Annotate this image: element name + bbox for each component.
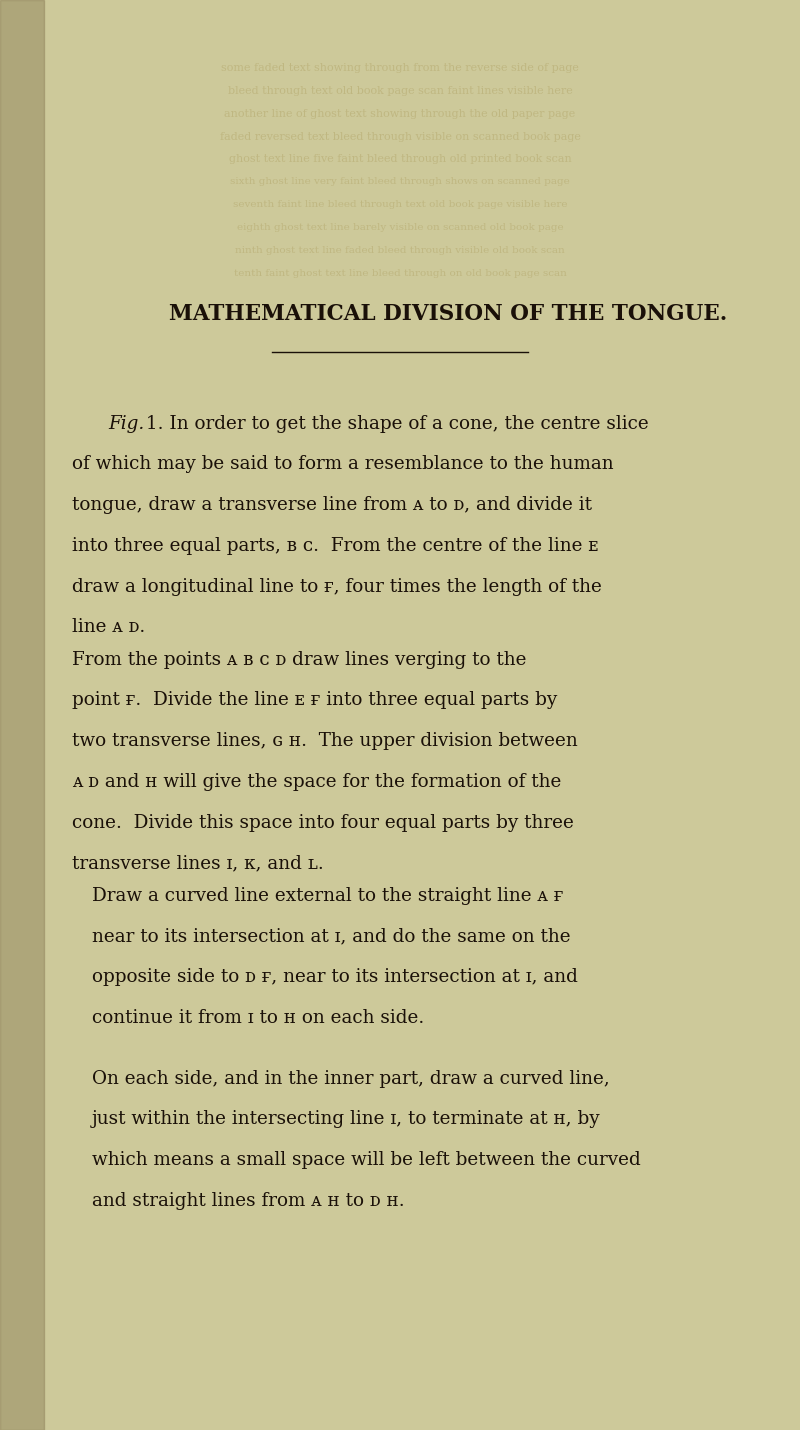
- Text: near to its intersection at ɪ, and do the same on the: near to its intersection at ɪ, and do th…: [92, 928, 570, 945]
- Text: into three equal parts, ʙ ᴄ.  From the centre of the line ᴇ: into three equal parts, ʙ ᴄ. From the ce…: [72, 538, 598, 555]
- Text: two transverse lines, ɢ ʜ.  The upper division between: two transverse lines, ɢ ʜ. The upper div…: [72, 732, 578, 751]
- Text: ᴀ ᴅ and ʜ will give the space for the formation of the: ᴀ ᴅ and ʜ will give the space for the fo…: [72, 772, 562, 791]
- Text: draw a longitudinal line to ғ, four times the length of the: draw a longitudinal line to ғ, four time…: [72, 578, 602, 596]
- Text: tongue, draw a transverse line from ᴀ to ᴅ, and divide it: tongue, draw a transverse line from ᴀ to…: [72, 496, 592, 515]
- Text: tenth faint ghost text line bleed through on old book page scan: tenth faint ghost text line bleed throug…: [234, 269, 566, 277]
- Text: eighth ghost text line barely visible on scanned old book page: eighth ghost text line barely visible on…: [237, 223, 563, 232]
- Text: 1. In order to get the shape of a cone, the centre slice: 1. In order to get the shape of a cone, …: [146, 415, 649, 433]
- Text: ninth ghost text line faded bleed through visible old book scan: ninth ghost text line faded bleed throug…: [235, 246, 565, 255]
- Text: transverse lines ɪ, ᴋ, and ʟ.: transverse lines ɪ, ᴋ, and ʟ.: [72, 854, 324, 872]
- Text: Draw a curved line external to the straight line ᴀ ғ: Draw a curved line external to the strai…: [92, 887, 563, 905]
- Text: MATHEMATICAL DIVISION OF THE TONGUE.: MATHEMATICAL DIVISION OF THE TONGUE.: [169, 303, 727, 325]
- Text: of which may be said to form a resemblance to the human: of which may be said to form a resemblan…: [72, 455, 614, 473]
- Text: faded reversed text bleed through visible on scanned book page: faded reversed text bleed through visibl…: [219, 132, 581, 142]
- Bar: [0, 0, 44, 1430]
- Text: continue it from ɪ to ʜ on each side.: continue it from ɪ to ʜ on each side.: [92, 1010, 424, 1027]
- Text: seventh faint line bleed through text old book page visible here: seventh faint line bleed through text ol…: [233, 200, 567, 209]
- Text: which means a small space will be left between the curved: which means a small space will be left b…: [92, 1151, 641, 1170]
- Text: ghost text line five faint bleed through old printed book scan: ghost text line five faint bleed through…: [229, 154, 571, 164]
- Text: From the points ᴀ ʙ ᴄ ᴅ draw lines verging to the: From the points ᴀ ʙ ᴄ ᴅ draw lines vergi…: [72, 651, 526, 669]
- Text: and straight lines from ᴀ ʜ to ᴅ ʜ.: and straight lines from ᴀ ʜ to ᴅ ʜ.: [92, 1193, 405, 1210]
- Text: just within the intersecting line ɪ, to terminate at ʜ, by: just within the intersecting line ɪ, to …: [92, 1110, 601, 1128]
- Text: cone.  Divide this space into four equal parts by three: cone. Divide this space into four equal …: [72, 814, 574, 832]
- Text: sixth ghost line very faint bleed through shows on scanned page: sixth ghost line very faint bleed throug…: [230, 177, 570, 186]
- Text: another line of ghost text showing through the old paper page: another line of ghost text showing throu…: [224, 109, 576, 119]
- Text: line ᴀ ᴅ.: line ᴀ ᴅ.: [72, 619, 146, 636]
- Text: opposite side to ᴅ ғ, near to its intersection at ɪ, and: opposite side to ᴅ ғ, near to its inters…: [92, 968, 578, 987]
- Text: Fig.: Fig.: [108, 415, 144, 433]
- Text: On each side, and in the inner part, draw a curved line,: On each side, and in the inner part, dra…: [92, 1070, 610, 1088]
- Text: bleed through text old book page scan faint lines visible here: bleed through text old book page scan fa…: [228, 86, 572, 96]
- Text: point ғ.  Divide the line ᴇ ғ into three equal parts by: point ғ. Divide the line ᴇ ғ into three …: [72, 691, 558, 709]
- Text: some faded text showing through from the reverse side of page: some faded text showing through from the…: [221, 63, 579, 73]
